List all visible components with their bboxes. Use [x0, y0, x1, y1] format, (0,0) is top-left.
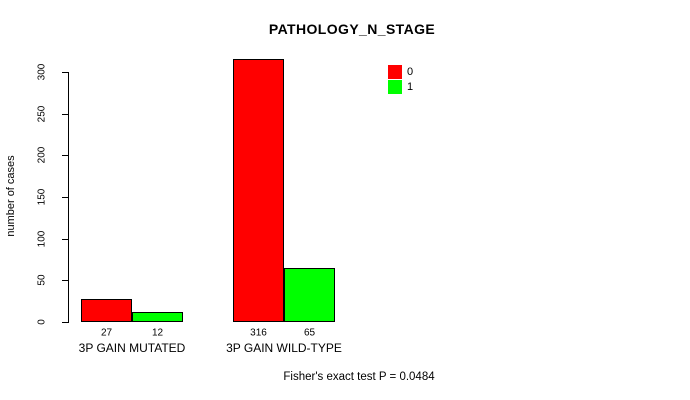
bar-value-label: 65 — [303, 327, 316, 339]
y-tick-label: 50 — [36, 274, 48, 286]
y-tick-label: 150 — [36, 188, 48, 206]
y-tick — [62, 280, 68, 281]
legend-label: 1 — [407, 81, 414, 93]
category-label: 3P GAIN WILD-TYPE — [226, 341, 342, 355]
legend-entry: 0 — [388, 65, 413, 79]
category-label: 3P GAIN MUTATED — [78, 341, 186, 355]
legend-entry: 1 — [388, 80, 413, 94]
y-tick — [62, 114, 68, 115]
y-tick-label: 250 — [36, 105, 48, 123]
legend-swatch-icon — [388, 80, 402, 94]
legend-label: 0 — [407, 66, 414, 78]
bar-value-label: 27 — [100, 327, 113, 339]
bar-series-0 — [81, 299, 132, 322]
y-tick — [62, 155, 68, 156]
bar-series-1 — [132, 312, 183, 322]
bar-series-1 — [284, 268, 335, 322]
bar-value-label: 316 — [250, 327, 267, 339]
y-tick — [62, 239, 68, 240]
stat-annotation: Fisher's exact test P = 0.0484 — [283, 371, 435, 383]
legend-swatch-icon — [388, 65, 402, 79]
bar-value-label: 12 — [151, 327, 164, 339]
y-tick — [62, 197, 68, 198]
y-tick-label: 200 — [36, 146, 48, 164]
y-tick — [62, 72, 68, 73]
y-tick-label: 0 — [36, 319, 48, 325]
y-tick-label: 300 — [36, 63, 48, 81]
y-tick-label: 100 — [36, 230, 48, 248]
y-axis-line — [68, 72, 69, 323]
bar-series-0 — [233, 59, 284, 322]
chart-title: PATHOLOGY_N_STAGE — [268, 21, 436, 37]
y-tick — [62, 322, 68, 323]
